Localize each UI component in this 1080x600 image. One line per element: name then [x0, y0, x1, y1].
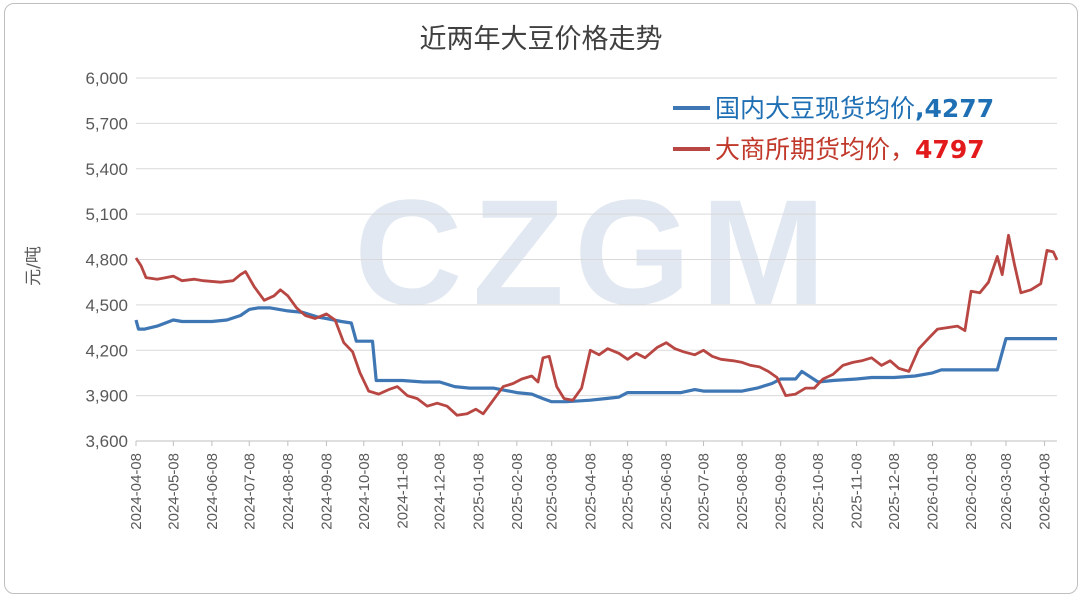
x-tick-label: 2025-08-08	[734, 453, 751, 530]
chart-title: 近两年大豆价格走势	[420, 24, 663, 55]
legend-label-futures: 大商所期货均价	[715, 135, 890, 164]
y-tick-label: 3,600	[85, 432, 128, 451]
legend-value-spot: ,4277	[915, 94, 994, 123]
x-tick-label: 2024-12-08	[432, 453, 449, 530]
x-tick-label: 2025-04-08	[582, 453, 599, 530]
y-tick-label: 3,900	[85, 387, 128, 406]
x-tick-label: 2024-04-08	[128, 453, 145, 530]
x-tick-label: 2026-03-08	[998, 453, 1015, 530]
y-tick-label: 5,700	[85, 114, 128, 133]
series-layer	[134, 233, 1059, 417]
legend-value-futures: 4797	[915, 135, 985, 164]
legend-label-spot: 国内大豆现货均价	[715, 94, 915, 123]
chart-frame: CZGM 近两年大豆价格走势 3,600 3,900 4,200 4,500 4,800…	[4, 3, 1078, 594]
y-tick-label: 4,200	[85, 341, 128, 360]
x-tick-label: 2024-07-08	[241, 453, 258, 530]
x-tick-label: 2026-04-08	[1037, 453, 1054, 530]
x-tick-label: 2025-05-08	[620, 453, 637, 530]
series-line-spot	[134, 306, 1057, 404]
x-tick-label: 2026-01-08	[925, 453, 942, 530]
y-tick-label: 4,500	[85, 296, 128, 315]
watermark: CZGM	[354, 168, 836, 336]
x-tick-label: 2024-06-08	[204, 453, 221, 530]
x-tick-label: 2025-02-08	[509, 453, 526, 530]
y-tick-label: 4,800	[85, 251, 128, 270]
svg-text:大商所期货均价，4797: 大商所期货均价，4797	[715, 135, 985, 164]
x-tick-label: 2025-06-08	[658, 453, 675, 530]
y-axis-label: 元/吨	[24, 246, 44, 286]
x-tick-label: 2024-09-08	[318, 453, 335, 530]
x-tick-label: 2025-09-08	[773, 453, 790, 530]
y-tick-label: 5,400	[85, 160, 128, 179]
series-line-futures	[134, 233, 1059, 417]
x-tick-label: 2024-05-08	[165, 453, 182, 530]
line-chart: CZGM 近两年大豆价格走势 3,600 3,900 4,200 4,500 4,800…	[24, 24, 1059, 530]
x-tick-label: 2025-07-08	[696, 453, 713, 530]
x-tick-label: 2025-10-08	[810, 453, 827, 530]
grid-lines	[136, 77, 1057, 442]
x-tick-label: 2025-03-08	[544, 453, 561, 530]
legend: 国内大豆现货均价,4277 大商所期货均价，4797	[673, 94, 994, 164]
x-tick-label: 2026-02-08	[963, 453, 980, 530]
x-tick-label: 2024-10-08	[356, 453, 373, 530]
x-axis-ticks: 2024-04-08 2024-05-08 2024-06-08 2024-07-08…	[128, 441, 1054, 530]
x-tick-label: 2025-11-08	[849, 453, 866, 529]
x-tick-label: 2024-11-08	[394, 453, 411, 529]
y-tick-label: 5,100	[85, 205, 128, 224]
x-tick-label: 2024-08-08	[280, 453, 297, 530]
y-tick-label: 6,000	[85, 69, 128, 88]
svg-text:国内大豆现货均价,4277: 国内大豆现货均价,4277	[715, 94, 994, 123]
x-tick-label: 2025-12-08	[886, 453, 903, 530]
y-axis-ticks: 3,600 3,900 4,200 4,500 4,800 5,100 5,400 5,700…	[85, 69, 128, 451]
x-tick-label: 2025-01-08	[470, 453, 487, 530]
